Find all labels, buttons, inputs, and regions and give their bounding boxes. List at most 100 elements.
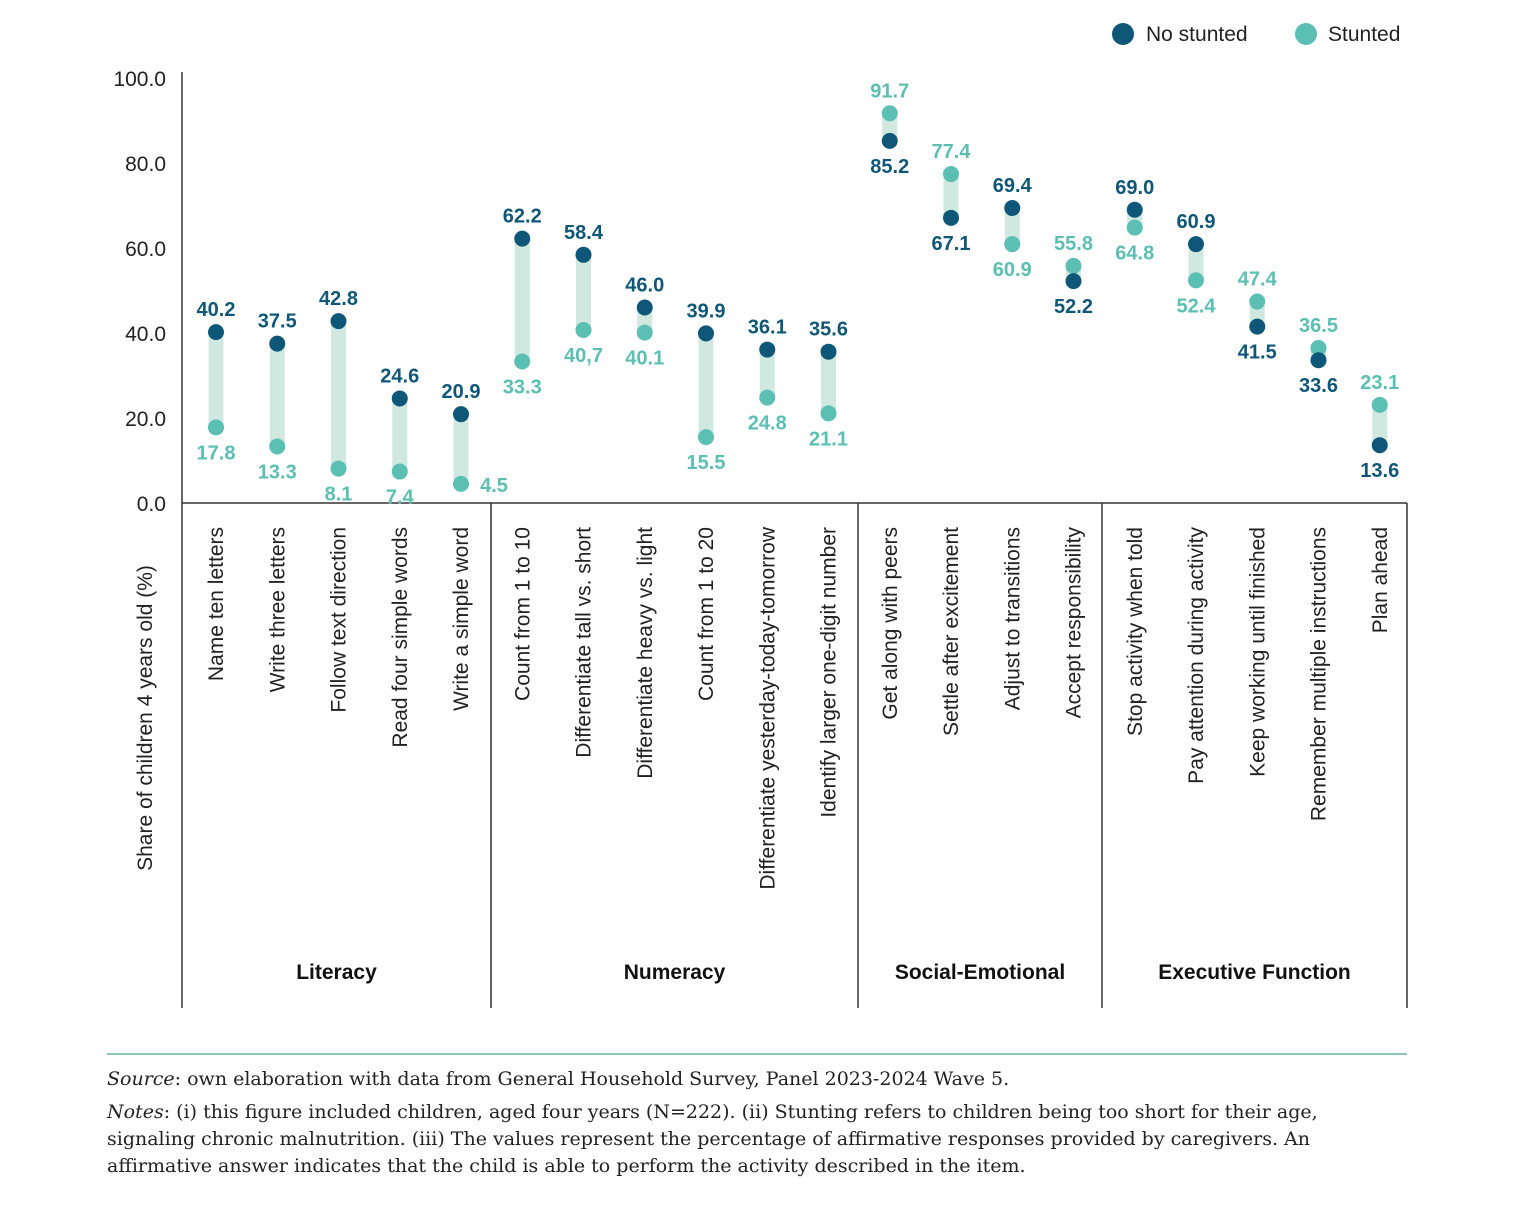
- no-stunted-point: [820, 343, 837, 360]
- stunted-point: [1188, 272, 1204, 289]
- no-stunted-point: [391, 390, 408, 407]
- no-stunted-value-label: 52.2: [1054, 296, 1093, 318]
- legend-no-stunted-label: No stunted: [1146, 23, 1248, 46]
- category-label: Accept responsibility: [1063, 527, 1086, 719]
- stunted-point: [1126, 219, 1143, 236]
- y-tick-label: 0.0: [137, 493, 166, 516]
- source-label: Source: [107, 1068, 175, 1090]
- stunted-value-label: 40,7: [564, 345, 603, 367]
- group-label: Literacy: [296, 961, 377, 984]
- stunted-value-label: 64.8: [1115, 243, 1154, 265]
- no-stunted-point: [1371, 437, 1388, 454]
- category-label: Differentiate yesterday-today-tomorrow: [756, 526, 779, 889]
- no-stunted-value-label: 24.6: [380, 365, 419, 387]
- dumbbell-chart: No stunted Stunted Share of children 4 y…: [107, 23, 1408, 1055]
- stunted-point: [636, 324, 653, 341]
- stunted-point: [453, 475, 469, 492]
- source-note: Source: own elaboration with data from G…: [107, 1066, 1407, 1093]
- no-stunted-point: [330, 313, 347, 330]
- no-stunted-value-label: 46.0: [625, 275, 664, 297]
- stunted-value-label: 77.4: [932, 141, 972, 163]
- no-stunted-point: [269, 335, 286, 352]
- no-stunted-point: [1004, 200, 1021, 217]
- no-stunted-point: [514, 230, 531, 247]
- no-stunted-value-label: 69.0: [1115, 177, 1154, 199]
- no-stunted-point: [453, 406, 469, 423]
- stunted-value-label: 60.9: [993, 259, 1032, 281]
- no-stunted-point: [1065, 273, 1082, 290]
- category-label: Identify larger one-digit number: [818, 527, 841, 818]
- no-stunted-value-label: 85.2: [870, 156, 909, 178]
- stunted-value-label: 55.8: [1054, 233, 1093, 255]
- no-stunted-point: [1126, 201, 1143, 218]
- no-stunted-point: [636, 299, 653, 316]
- stunted-value-label: 33.3: [503, 376, 542, 398]
- source-text: : own elaboration with data from General…: [174, 1068, 1010, 1090]
- y-tick-label: 20.0: [125, 408, 166, 431]
- stunted-point: [208, 419, 224, 436]
- category-label: Read four simple words: [389, 527, 412, 748]
- stunted-value-label: 13.3: [258, 461, 297, 483]
- stunted-value-label: 36.5: [1299, 315, 1338, 337]
- stunted-point: [820, 405, 837, 422]
- category-label: Adjust to transitions: [1001, 527, 1024, 710]
- stunted-point: [881, 105, 898, 122]
- no-stunted-point: [208, 324, 224, 341]
- stunted-value-label: 8.1: [325, 484, 353, 506]
- category-label: Differentiate tall vs. short: [573, 527, 596, 758]
- category-label: Keep working until finished: [1246, 527, 1269, 777]
- category-label: Count from 1 to 20: [695, 527, 718, 701]
- legend-stunted-label: Stunted: [1328, 23, 1400, 46]
- y-tick-label: 100.0: [113, 68, 166, 91]
- no-stunted-value-label: 36.1: [748, 317, 787, 339]
- legend-stunted-marker: [1295, 23, 1317, 45]
- y-axis-title: Share of children 4 years old (%): [134, 565, 157, 871]
- category-label: Pay attention during activity: [1185, 527, 1208, 784]
- stunted-value-label: 23.1: [1360, 372, 1399, 394]
- notes-label: Notes: [107, 1100, 164, 1123]
- stunted-point: [1249, 293, 1266, 310]
- no-stunted-value-label: 41.5: [1238, 342, 1277, 364]
- stunted-point: [1371, 396, 1388, 413]
- notes-text: : (i) this figure included children, age…: [107, 1100, 1318, 1177]
- category-label: Write a simple word: [450, 527, 473, 711]
- no-stunted-value-label: 33.6: [1299, 375, 1338, 397]
- no-stunted-value-label: 20.9: [442, 381, 481, 403]
- stunted-value-label: 7.4: [386, 487, 415, 509]
- category-label: Get along with peers: [879, 527, 902, 720]
- stunted-point: [1065, 257, 1082, 274]
- stunted-value-label: 21.1: [809, 428, 848, 450]
- no-stunted-point: [881, 132, 898, 149]
- no-stunted-value-label: 35.6: [809, 319, 848, 341]
- category-label: Follow text direction: [328, 527, 351, 713]
- no-stunted-value-label: 67.1: [932, 233, 971, 255]
- stunted-point: [514, 353, 531, 370]
- no-stunted-point: [575, 246, 592, 263]
- stunted-value-label: 47.4: [1238, 269, 1278, 291]
- no-stunted-value-label: 62.2: [503, 206, 542, 228]
- category-label: Count from 1 to 10: [511, 527, 534, 701]
- legend: No stunted Stunted: [1112, 23, 1400, 46]
- no-stunted-value-label: 42.8: [319, 288, 358, 310]
- stunted-point: [575, 322, 592, 339]
- group-label: Social-Emotional: [895, 961, 1065, 984]
- y-tick-label: 40.0: [125, 323, 166, 346]
- no-stunted-point: [1249, 318, 1266, 335]
- no-stunted-value-label: 69.4: [993, 175, 1033, 197]
- stunted-value-label: 91.7: [870, 80, 909, 102]
- category-label: Remember multiple instructions: [1308, 527, 1331, 821]
- no-stunted-value-label: 60.9: [1177, 211, 1216, 233]
- category-label: Stop activity when told: [1124, 527, 1147, 736]
- notes-note: Notes: (i) this figure included children…: [107, 1099, 1407, 1180]
- no-stunted-value-label: 58.4: [564, 222, 604, 244]
- category-label: Write three letters: [266, 527, 289, 692]
- stunted-point: [1004, 236, 1021, 253]
- category-label: Name ten letters: [205, 527, 228, 681]
- y-tick-label: 60.0: [125, 238, 166, 261]
- category-label: Differentiate heavy vs. light: [634, 527, 657, 779]
- group-label: Executive Function: [1158, 961, 1351, 984]
- no-stunted-point: [759, 341, 776, 358]
- footer-notes: Source: own elaboration with data from G…: [107, 1066, 1407, 1186]
- stunted-value-label: 40.1: [625, 348, 664, 370]
- stunted-point: [330, 460, 347, 477]
